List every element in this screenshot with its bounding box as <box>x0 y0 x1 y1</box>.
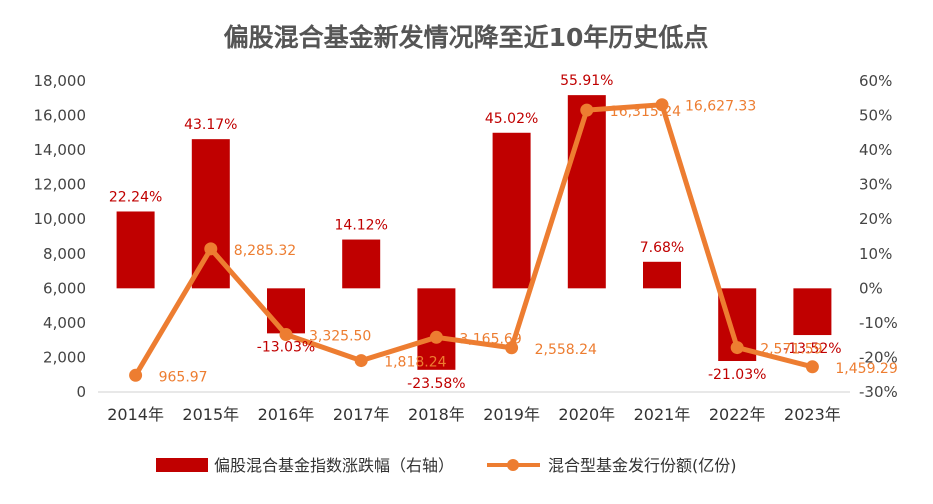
line-point <box>580 103 594 117</box>
line-point <box>279 328 293 342</box>
line-data-label: 1,459.29 <box>835 361 897 377</box>
x-axis-tick-label: 2018年 <box>408 405 465 424</box>
legend: 偏股混合基金指数涨跌幅（右轴） 混合型基金发行份额(亿份) <box>156 456 737 475</box>
x-axis-tick-label: 2014年 <box>107 405 164 424</box>
bar-data-label: 22.24% <box>109 189 162 205</box>
left-axis-tick-label: 16,000 <box>34 107 87 125</box>
line-data-label: 16,627.33 <box>685 99 756 115</box>
right-axis-tick-label: 30% <box>859 176 892 194</box>
bar-data-labels: 22.24% 43.17% -13.03% 14.12% -23.58% 45.02% 55… <box>109 73 842 392</box>
bar-data-label: -21.03% <box>708 367 766 383</box>
line-point <box>805 360 819 374</box>
line-point <box>429 330 443 344</box>
left-axis-tick-label: 18,000 <box>34 72 87 90</box>
left-axis-tick-label: 8,000 <box>43 245 86 263</box>
line-data-label: 965.97 <box>159 369 208 385</box>
x-axis-tick-label: 2021年 <box>634 405 691 424</box>
bar <box>417 288 456 370</box>
line-data-label: 3,325.50 <box>309 329 371 345</box>
bar-data-label: 45.02% <box>485 111 538 127</box>
legend-bar-swatch <box>156 458 208 472</box>
x-axis-tick-label: 2023年 <box>784 405 841 424</box>
bar-data-label: 55.91% <box>560 73 613 89</box>
left-axis-tick-label: 10,000 <box>34 210 87 228</box>
x-axis-tick-label: 2022年 <box>709 405 766 424</box>
bar <box>492 132 531 289</box>
line-point <box>655 98 669 112</box>
line-point <box>129 368 143 382</box>
line-data-labels: 965.97 8,285.32 3,325.50 1,818.24 3,165.69 2,… <box>159 99 898 386</box>
legend-bar-label: 偏股混合基金指数涨跌幅（右轴） <box>214 456 454 475</box>
bar-data-label: 14.12% <box>335 218 388 234</box>
line-data-label: 3,165.69 <box>459 331 521 347</box>
line-data-label: 2,558.24 <box>535 342 597 358</box>
line-path <box>133 102 815 378</box>
legend-line-label: 混合型基金发行份额(亿份) <box>548 456 737 475</box>
left-axis-tick-label: 12,000 <box>34 176 87 194</box>
bar <box>116 211 155 289</box>
left-axis-tick-label: 14,000 <box>34 141 87 159</box>
right-axis-tick-label: -20% <box>859 348 898 366</box>
left-axis-tick-label: 2,000 <box>43 348 86 366</box>
bar <box>342 239 381 289</box>
bar-data-label: -13.03% <box>257 339 315 355</box>
line-data-label: 1,818.24 <box>384 355 446 371</box>
line-data-label: 16,315.24 <box>610 104 681 120</box>
right-axis-tick-label: -30% <box>859 383 898 401</box>
bar-series <box>116 95 832 370</box>
left-axis-ticks: 0 2,000 4,000 6,000 8,000 10,000 12,000 14,000 1… <box>34 72 87 401</box>
left-axis-tick-label: 0 <box>76 383 86 401</box>
line-data-label: 2,571.59 <box>760 342 822 358</box>
x-axis-ticks: 2014年 2015年 2016年 2017年 2018年 2019年 2020年 2021年… <box>107 405 841 424</box>
bar-data-label: -23.58% <box>407 376 465 392</box>
bar <box>567 95 606 289</box>
right-axis-ticks: -30% -20% -10% 0% 10% 20% 30% 40% 50% 60% <box>859 72 898 401</box>
right-axis-tick-label: 50% <box>859 107 892 125</box>
left-axis-tick-label: 6,000 <box>43 279 86 297</box>
bar <box>793 288 832 336</box>
right-axis-tick-label: 20% <box>859 210 892 228</box>
right-axis-tick-label: 10% <box>859 245 892 263</box>
bar-data-label: 7.68% <box>640 240 684 256</box>
x-axis-tick-label: 2015年 <box>182 405 239 424</box>
chart-title: 偏股混合基金新发情况降至近10年历史低点 <box>224 23 709 52</box>
left-axis-tick-label: 4,000 <box>43 314 86 332</box>
x-axis-tick-label: 2016年 <box>258 405 315 424</box>
right-axis-tick-label: 60% <box>859 72 892 90</box>
right-axis-tick-label: 40% <box>859 141 892 159</box>
right-axis-tick-label: -10% <box>859 314 898 332</box>
line-series <box>129 98 819 382</box>
bar <box>643 261 681 289</box>
bar <box>267 288 305 334</box>
line-point <box>204 242 218 256</box>
line-point <box>505 341 519 355</box>
right-axis-tick-label: 0% <box>859 279 883 297</box>
x-axis-tick-label: 2020年 <box>558 405 615 424</box>
bar-data-label: -13.52% <box>783 341 841 357</box>
legend-line-marker <box>507 459 519 471</box>
line-point <box>730 341 744 355</box>
line-data-label: 8,285.32 <box>234 243 296 259</box>
line-point <box>354 354 368 368</box>
x-axis-tick-label: 2019年 <box>483 405 540 424</box>
x-axis-tick-label: 2017年 <box>333 405 390 424</box>
bar-data-label: 43.17% <box>184 117 237 133</box>
